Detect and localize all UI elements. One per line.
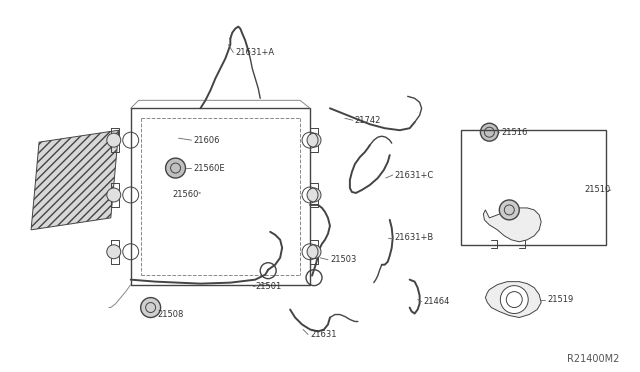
Text: 21631: 21631 <box>310 330 337 339</box>
Text: 21516: 21516 <box>501 128 528 137</box>
Circle shape <box>499 200 519 220</box>
Text: 21508: 21508 <box>157 310 184 319</box>
Circle shape <box>481 123 499 141</box>
Bar <box>461 130 606 245</box>
Circle shape <box>307 133 321 147</box>
Text: 21631+A: 21631+A <box>236 48 275 57</box>
Text: 21519: 21519 <box>547 295 573 304</box>
Text: R21400M2: R21400M2 <box>566 355 619 364</box>
Text: 21503: 21503 <box>330 255 356 264</box>
Circle shape <box>107 188 121 202</box>
Text: 21501: 21501 <box>255 282 282 291</box>
Circle shape <box>500 286 528 314</box>
Circle shape <box>107 133 121 147</box>
Circle shape <box>141 298 161 318</box>
Circle shape <box>307 245 321 259</box>
Polygon shape <box>31 130 119 230</box>
Text: 21560E: 21560E <box>193 164 225 173</box>
Polygon shape <box>485 282 541 318</box>
Text: 21510: 21510 <box>585 186 611 195</box>
Text: 21631+B: 21631+B <box>395 233 434 242</box>
Circle shape <box>107 245 121 259</box>
Circle shape <box>307 188 321 202</box>
Text: 21560ᶜ: 21560ᶜ <box>173 190 202 199</box>
Text: 21464: 21464 <box>424 297 450 306</box>
Text: 21606: 21606 <box>193 136 220 145</box>
Circle shape <box>166 158 186 178</box>
Polygon shape <box>483 208 541 242</box>
Text: 21631+C: 21631+C <box>395 170 434 180</box>
Text: 21742: 21742 <box>355 116 381 125</box>
